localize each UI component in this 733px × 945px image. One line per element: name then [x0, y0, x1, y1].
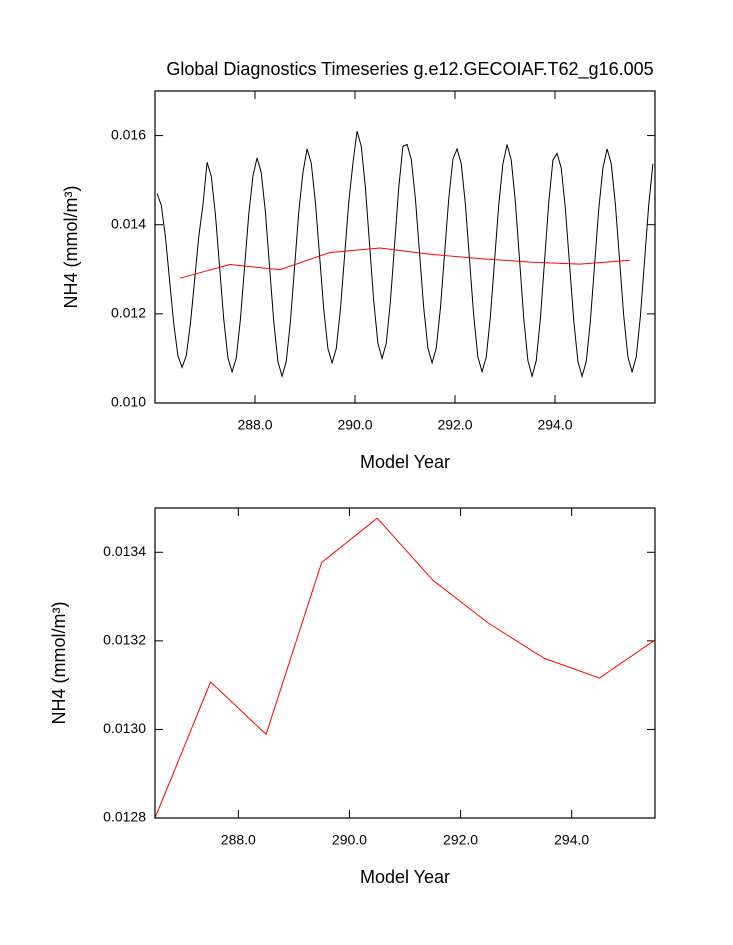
y-axis-label: NH4 (mmol/m³) — [61, 186, 81, 309]
x-tick-label: 290.0 — [332, 832, 367, 848]
data-line — [155, 517, 655, 818]
plot-frame — [154, 90, 656, 404]
y-tick-label: 0.016 — [111, 126, 146, 142]
x-tick-label: 292.0 — [443, 832, 478, 848]
y-tick-label: 0.0128 — [103, 809, 146, 825]
y-tick-label: 0.014 — [111, 215, 146, 231]
x-axis-label: Model Year — [360, 867, 450, 887]
plot-frame — [154, 507, 656, 819]
data-line — [179, 247, 631, 279]
x-tick-label: 288.0 — [221, 832, 256, 848]
x-tick-label: 288.0 — [237, 417, 272, 433]
x-tick-label: 292.0 — [437, 417, 472, 433]
x-tick-label: 290.0 — [337, 417, 372, 433]
y-tick-label: 0.0130 — [103, 720, 146, 736]
y-axis-label: NH4 (mmol/m³) — [49, 602, 69, 725]
data-line — [156, 130, 654, 379]
x-tick-label: 294.0 — [537, 417, 572, 433]
y-tick-label: 0.012 — [111, 305, 146, 321]
y-tick-label: 0.0134 — [103, 543, 146, 559]
x-axis-label: Model Year — [360, 452, 450, 472]
y-tick-label: 0.0132 — [103, 632, 146, 648]
x-tick-label: 294.0 — [554, 832, 589, 848]
chart-title: Global Diagnostics Timeseries g.e12.GECO… — [166, 59, 653, 80]
y-tick-label: 0.010 — [111, 394, 146, 410]
